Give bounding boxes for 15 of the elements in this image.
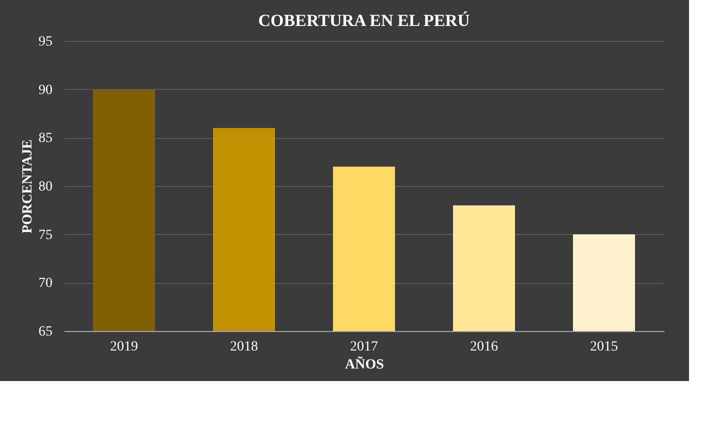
- y-tick-label: 95: [38, 34, 52, 50]
- x-tick-label: 2019: [110, 340, 138, 354]
- y-axis-title: PORCENTAJE: [20, 140, 36, 234]
- x-tick-label: 2017: [350, 340, 378, 354]
- y-tick-label: 85: [38, 131, 52, 146]
- y-tick-label: 90: [38, 82, 52, 98]
- y-tick-label: 70: [38, 276, 52, 292]
- x-tick-label: 2018: [230, 340, 258, 354]
- y-tick-label: 80: [38, 180, 52, 194]
- x-axis-title: AÑOS: [345, 356, 384, 372]
- y-tick-label: 75: [38, 228, 52, 243]
- y-tick-label: 65: [38, 324, 52, 340]
- x-tick-label: 2016: [470, 340, 498, 354]
- chart-title: COBERTURA EN EL PERÚ: [258, 11, 470, 30]
- x-tick-label: 2015: [590, 340, 618, 354]
